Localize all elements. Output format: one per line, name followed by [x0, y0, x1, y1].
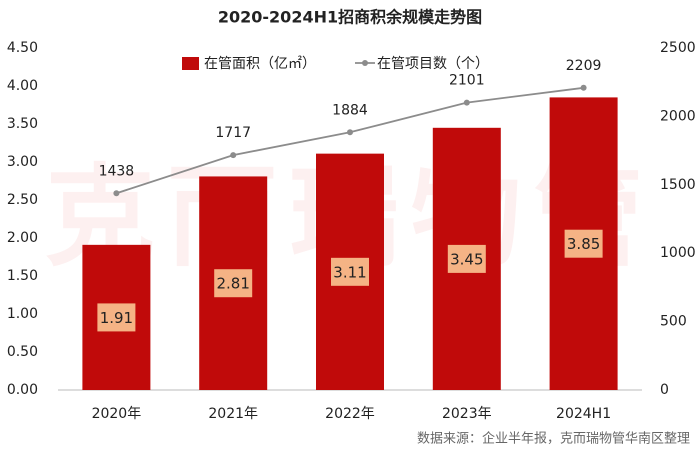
- legend-label: 在管项目数（个）: [377, 56, 489, 72]
- y-tick-label: 1.00: [7, 306, 38, 322]
- line-value-label: 1438: [99, 163, 135, 179]
- y-tick-label: 0.50: [7, 344, 38, 360]
- bar-value-label: 3.11: [333, 263, 366, 281]
- x-tick-label: 2020年: [92, 406, 142, 422]
- value-label-box: [97, 303, 136, 332]
- line-marker: [580, 84, 587, 91]
- y-tick-label: 2.50: [7, 192, 38, 208]
- y-tick-label: 0.00: [7, 382, 38, 398]
- bar-value-label: 3.45: [450, 250, 483, 268]
- y-tick-label: 4.50: [7, 40, 38, 56]
- value-label-box: [564, 229, 603, 258]
- x-tick-label: 2024H1: [556, 406, 611, 422]
- chart-title: 2020-2024H1招商积余规模走势图: [218, 8, 482, 27]
- x-tick-label: 2021年: [208, 406, 258, 422]
- bar-value-label: 3.85: [567, 235, 600, 253]
- value-label-box: [214, 269, 253, 298]
- y2-tick-label: 2500: [660, 40, 696, 56]
- line-value-label: 1884: [332, 102, 368, 118]
- legend-swatch-marker: [362, 60, 368, 66]
- y2-tick-label: 2000: [660, 108, 696, 124]
- y-tick-label: 3.00: [7, 154, 38, 170]
- bar-value-label: 1.91: [100, 309, 133, 327]
- value-label-box: [331, 257, 369, 286]
- line-marker: [230, 152, 237, 159]
- y2-tick-label: 500: [660, 314, 687, 330]
- line-value-label: 2101: [449, 73, 485, 89]
- y-tick-label: 3.50: [7, 116, 38, 132]
- y-tick-label: 4.00: [7, 78, 38, 94]
- x-tick-label: 2023年: [442, 406, 492, 422]
- source-note: 数据来源：企业半年报，克而瑞物管华南区整理: [417, 431, 690, 447]
- x-tick-label: 2022年: [325, 406, 375, 422]
- value-label-box: [447, 244, 486, 273]
- bar-value-label: 2.81: [216, 275, 249, 293]
- y2-tick-label: 1000: [660, 245, 696, 261]
- line-marker: [113, 190, 120, 197]
- legend-swatch: [182, 57, 199, 70]
- y-tick-label: 1.50: [7, 268, 38, 284]
- legend-label: 在管面积（亿㎡）: [204, 56, 316, 72]
- line-value-label: 1717: [215, 125, 251, 141]
- y-tick-label: 2.00: [7, 230, 38, 246]
- y2-tick-label: 0: [660, 382, 669, 398]
- line-marker: [463, 99, 470, 106]
- line-marker: [347, 129, 353, 136]
- line-value-label: 2209: [566, 58, 602, 74]
- y2-tick-label: 1500: [660, 177, 696, 193]
